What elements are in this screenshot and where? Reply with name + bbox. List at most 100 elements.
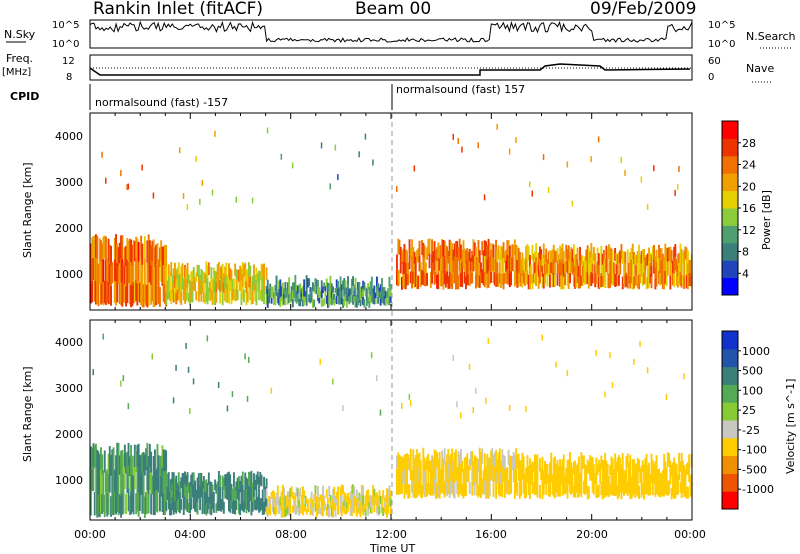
velocity-cell-4 bbox=[655, 468, 658, 481]
velocity-cell-2 bbox=[389, 490, 392, 499]
cpid-segment-1: normalsound (fast) -157 bbox=[95, 96, 228, 109]
power-cell-3 bbox=[444, 259, 447, 274]
velocity-scatter bbox=[151, 353, 153, 360]
power-cell-1 bbox=[200, 269, 203, 280]
velocity-cell-4 bbox=[675, 474, 678, 485]
velocity-cell-0 bbox=[125, 493, 127, 515]
power-cell-3 bbox=[481, 269, 484, 284]
power-cell-3 bbox=[460, 244, 462, 259]
velocity-cell-4 bbox=[570, 484, 573, 496]
velocity-cell-0 bbox=[151, 475, 154, 495]
power-cell-0 bbox=[141, 265, 144, 287]
velocity-cell-4 bbox=[521, 466, 524, 480]
velocity-cell-0 bbox=[122, 474, 125, 494]
power-cell-4 bbox=[625, 272, 628, 287]
power-cell-0 bbox=[151, 281, 154, 302]
velocity-cell-4 bbox=[684, 468, 687, 483]
power-cell-2 bbox=[370, 285, 373, 294]
power-cell-1 bbox=[228, 276, 230, 290]
power-cell-3 bbox=[506, 254, 509, 270]
power-cell-2 bbox=[320, 289, 323, 298]
power-cell-3 bbox=[411, 255, 413, 273]
velocity-cell-4 bbox=[518, 473, 521, 486]
velocity-cell-1 bbox=[264, 486, 267, 500]
power-cell-0 bbox=[90, 263, 92, 284]
velocity-cell-1 bbox=[236, 488, 239, 500]
power-cell-2 bbox=[304, 291, 307, 297]
velocity-cell-4 bbox=[649, 484, 652, 496]
velocity-cell-3 bbox=[483, 480, 486, 494]
velocity-cell-1 bbox=[171, 472, 174, 485]
power-cell-1 bbox=[166, 280, 169, 291]
velocity-cell-3 bbox=[452, 460, 455, 473]
power-cell-4 bbox=[517, 260, 520, 274]
power-cell-1 bbox=[233, 289, 235, 300]
velocity-cell-2 bbox=[269, 503, 272, 510]
power-cell-2 bbox=[373, 291, 376, 299]
power-cell-2 bbox=[359, 299, 362, 307]
power-cell-1 bbox=[171, 283, 174, 293]
power-colorbar-tick: 8 bbox=[742, 246, 749, 259]
velocity-cell-2 bbox=[271, 497, 274, 505]
power-cell-2 bbox=[389, 284, 392, 291]
power-cell-1 bbox=[246, 269, 249, 281]
power-cell-1 bbox=[222, 283, 225, 293]
power-scatter bbox=[531, 190, 533, 197]
velocity-cell-2 bbox=[355, 498, 358, 508]
velocity-cell-1 bbox=[219, 498, 222, 511]
velocity-cell-2 bbox=[265, 490, 268, 499]
velocity-cell-0 bbox=[96, 472, 99, 495]
velocity-cell-2 bbox=[359, 502, 362, 510]
power-cell-0 bbox=[147, 234, 150, 259]
power-cell-4 bbox=[570, 259, 573, 273]
power-cell-2 bbox=[388, 295, 391, 306]
velocity-scatter bbox=[370, 352, 373, 359]
power-cell-4 bbox=[584, 275, 586, 285]
velocity-cell-1 bbox=[177, 472, 180, 486]
xtick-00: 00:00 bbox=[74, 528, 106, 541]
power-cell-0 bbox=[135, 236, 138, 259]
power-cell-1 bbox=[202, 272, 205, 283]
velocity-cell-3 bbox=[446, 468, 449, 483]
velocity-cell-4 bbox=[597, 484, 600, 497]
power-cell-1 bbox=[174, 275, 176, 288]
velocity-cell-3 bbox=[399, 456, 402, 469]
velocity-cell-2 bbox=[364, 509, 367, 517]
power-cell-4 bbox=[530, 274, 533, 284]
velocity-cell-2 bbox=[349, 491, 352, 500]
power-cell-4 bbox=[575, 254, 578, 266]
power-cell-1 bbox=[175, 292, 178, 305]
velocity-cell-4 bbox=[616, 485, 619, 500]
freq-tick-bottom: 8 bbox=[66, 72, 72, 83]
power-cell-0 bbox=[155, 244, 158, 265]
velocity-cell-0 bbox=[122, 493, 125, 514]
velocity-cell-1 bbox=[239, 503, 242, 516]
velocity-cell-3 bbox=[412, 449, 415, 466]
power-cell-4 bbox=[654, 256, 657, 268]
power-cell-4 bbox=[562, 250, 565, 264]
power-cell-4 bbox=[549, 275, 551, 288]
power-cell-4 bbox=[611, 250, 614, 262]
power-cell-3 bbox=[506, 240, 509, 255]
power-cell-1 bbox=[191, 281, 194, 292]
power-cell-4 bbox=[661, 253, 664, 266]
velocity-cell-1 bbox=[256, 471, 259, 485]
power-cell-1 bbox=[179, 273, 181, 284]
power-cell-3 bbox=[414, 256, 417, 272]
power-cell-3 bbox=[431, 268, 433, 284]
velocity-cell-4 bbox=[527, 475, 530, 486]
power-cell-3 bbox=[428, 238, 431, 254]
velocity-cell-3 bbox=[458, 468, 461, 482]
velocity-cell-4 bbox=[687, 486, 689, 499]
velocity-cell-1 bbox=[204, 502, 206, 515]
velocity-cell-3 bbox=[433, 464, 436, 479]
velocity-cell-2 bbox=[285, 502, 288, 509]
power-cell-3 bbox=[513, 270, 516, 287]
power-cell-1 bbox=[225, 275, 228, 290]
power-cell-0 bbox=[161, 266, 164, 286]
power-cell-3 bbox=[455, 241, 457, 258]
power-cell-0 bbox=[133, 281, 136, 303]
power-cell-2 bbox=[339, 295, 342, 305]
power-cell-4 bbox=[603, 261, 605, 274]
power-cell-3 bbox=[426, 247, 428, 260]
